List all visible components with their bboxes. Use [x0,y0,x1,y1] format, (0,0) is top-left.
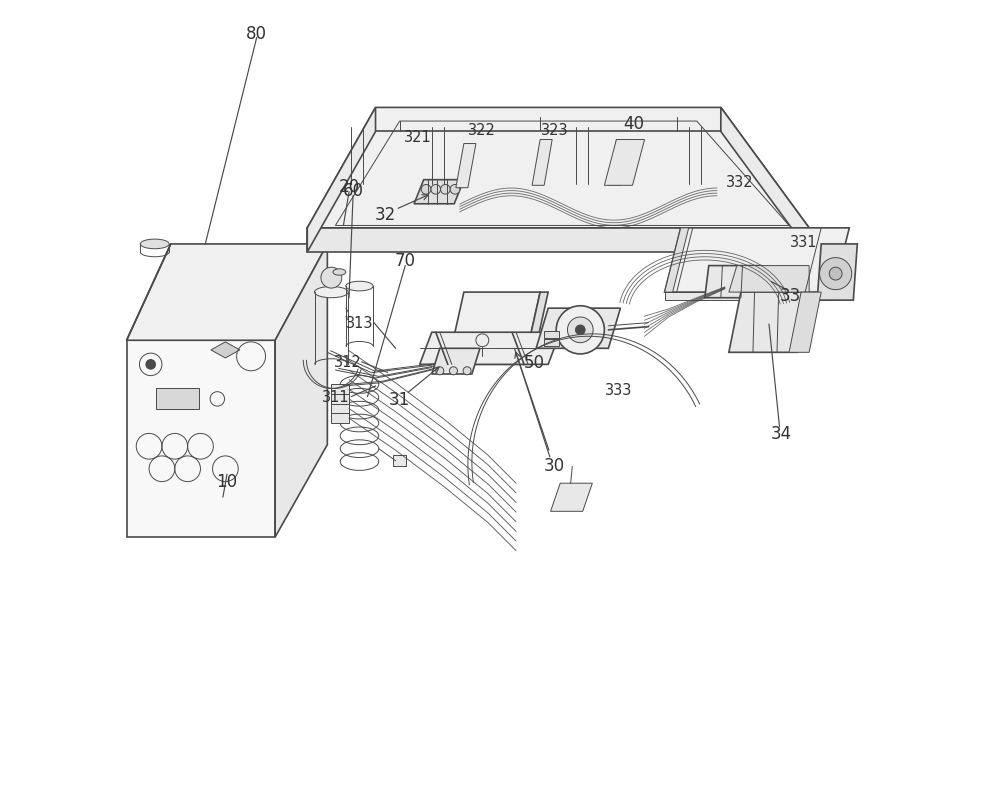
Polygon shape [156,389,199,409]
Polygon shape [456,144,476,188]
Ellipse shape [315,287,348,298]
Polygon shape [536,309,620,349]
Text: 60: 60 [343,182,364,200]
Polygon shape [532,140,552,186]
Text: 313: 313 [346,316,373,330]
Text: 70: 70 [395,252,416,269]
Polygon shape [608,140,628,186]
Text: 31: 31 [388,391,409,408]
Polygon shape [448,293,540,365]
Circle shape [431,185,441,195]
Polygon shape [127,245,327,341]
Text: 50: 50 [524,354,545,371]
Ellipse shape [346,282,373,292]
Polygon shape [544,332,559,338]
Polygon shape [544,340,559,346]
Circle shape [146,360,156,370]
Polygon shape [393,456,406,467]
Polygon shape [729,266,809,293]
Polygon shape [307,108,376,253]
Ellipse shape [140,240,169,249]
Polygon shape [414,180,464,205]
Circle shape [449,367,457,375]
Text: 322: 322 [468,123,495,137]
Text: 333: 333 [605,383,633,397]
Polygon shape [331,414,349,423]
Text: 332: 332 [725,175,753,189]
Polygon shape [665,293,833,301]
Polygon shape [665,229,849,293]
Text: 331: 331 [790,235,817,249]
Polygon shape [721,108,809,253]
Circle shape [421,185,431,195]
Text: 10: 10 [216,472,238,490]
Circle shape [567,318,593,343]
Text: 80: 80 [246,25,267,43]
Polygon shape [307,229,809,253]
Polygon shape [127,341,275,537]
Text: 33: 33 [780,286,801,304]
Circle shape [575,326,585,335]
Circle shape [321,268,342,289]
Text: 323: 323 [541,123,568,137]
Ellipse shape [333,269,346,276]
Polygon shape [307,108,809,229]
Circle shape [820,258,852,290]
Polygon shape [817,245,857,301]
Circle shape [829,268,842,281]
Text: 20: 20 [338,178,360,196]
Polygon shape [789,293,821,353]
Text: 34: 34 [770,424,792,442]
Text: 32: 32 [375,206,396,224]
Polygon shape [331,404,349,414]
Text: 311: 311 [322,390,350,404]
Polygon shape [211,342,240,358]
Polygon shape [420,333,560,365]
Circle shape [450,185,460,195]
Polygon shape [432,349,480,375]
Text: 30: 30 [543,456,564,474]
Circle shape [436,367,444,375]
Polygon shape [524,293,548,365]
Circle shape [556,306,604,354]
Polygon shape [551,484,592,512]
Text: 312: 312 [334,355,361,370]
Text: 40: 40 [623,115,644,133]
Polygon shape [604,140,645,186]
Polygon shape [331,385,349,395]
Polygon shape [729,293,809,353]
Circle shape [463,367,471,375]
Polygon shape [705,266,761,298]
Polygon shape [665,229,689,293]
Text: 321: 321 [404,130,432,144]
Circle shape [441,185,450,195]
Polygon shape [331,395,349,404]
Polygon shape [275,245,327,537]
